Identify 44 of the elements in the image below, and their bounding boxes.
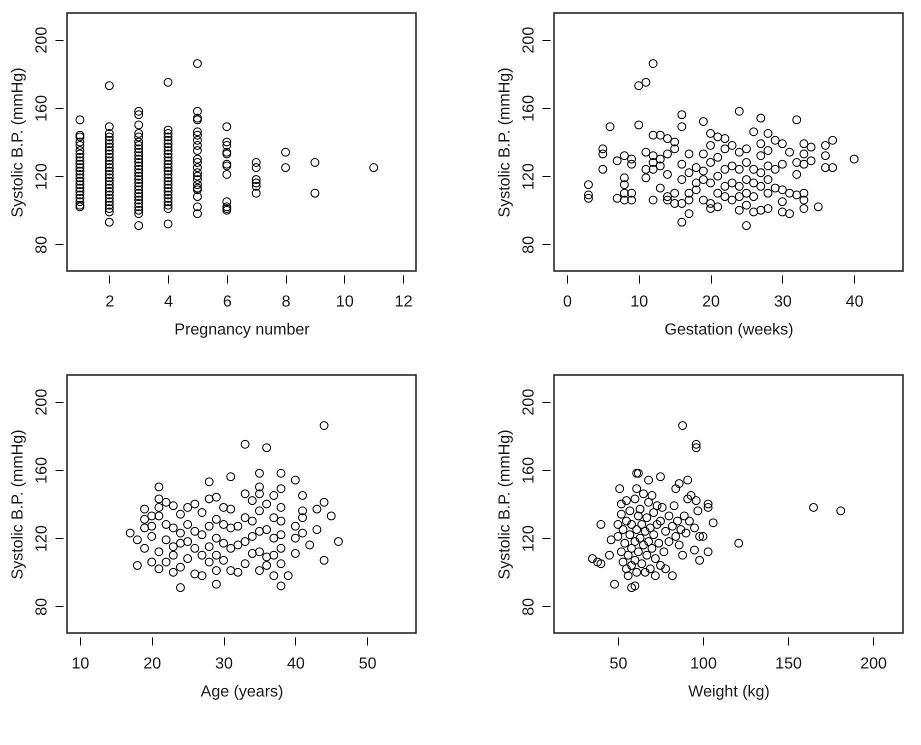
y-tick-label: 80 [520,236,538,254]
y-tick-label: 200 [520,388,538,416]
x-tick-label: 50 [358,656,377,672]
y-tick-label: 160 [520,94,538,122]
x-tick-label: 10 [72,656,90,672]
y-tick-label: 120 [34,525,50,552]
x-tick-label: 4 [164,294,174,310]
x-tick-label: 10 [630,294,648,310]
y-tick-label: 80 [34,598,50,616]
y-tick-label: 200 [34,26,50,54]
y-tick-label: 160 [34,94,50,122]
x-axis-title: Age (years) [200,684,284,700]
y-axis-title: Systolic B.P. (mmHg) [10,430,26,580]
y-axis-title: Systolic B.P. (mmHg) [10,68,26,218]
x-tick-label: 10 [336,294,354,310]
x-tick-label: 40 [286,656,305,672]
x-axis-title: Weight (kg) [688,684,770,700]
x-tick-label: 30 [215,656,234,672]
x-tick-label: 20 [143,656,162,672]
x-tick-label: 6 [222,294,232,310]
y-axis-title: Systolic B.P. (mmHg) [496,430,514,580]
y-tick-label: 200 [34,388,50,416]
y-tick-label: 80 [520,598,538,616]
y-tick-label: 200 [520,26,538,54]
x-tick-label: 0 [562,294,572,310]
y-tick-label: 80 [34,236,50,254]
x-tick-label: 2 [105,294,114,310]
y-axis-title: Systolic B.P. (mmHg) [496,68,514,218]
x-tick-label: 150 [775,656,802,672]
x-tick-label: 30 [774,294,792,310]
x-tick-label: 12 [394,294,413,310]
x-tick-label: 200 [860,656,888,672]
y-tick-label: 160 [34,456,50,484]
x-tick-label: 8 [282,294,291,310]
x-tick-label: 50 [610,656,628,672]
y-tick-label: 120 [520,163,538,190]
x-tick-label: 20 [702,294,720,310]
x-tick-label: 100 [690,656,717,672]
y-tick-label: 120 [520,525,538,552]
y-tick-label: 160 [520,456,538,484]
x-axis-title: Pregnancy number [174,322,310,338]
y-tick-label: 120 [34,163,50,190]
x-axis-title: Gestation (weeks) [664,322,794,338]
x-tick-label: 40 [846,294,864,310]
